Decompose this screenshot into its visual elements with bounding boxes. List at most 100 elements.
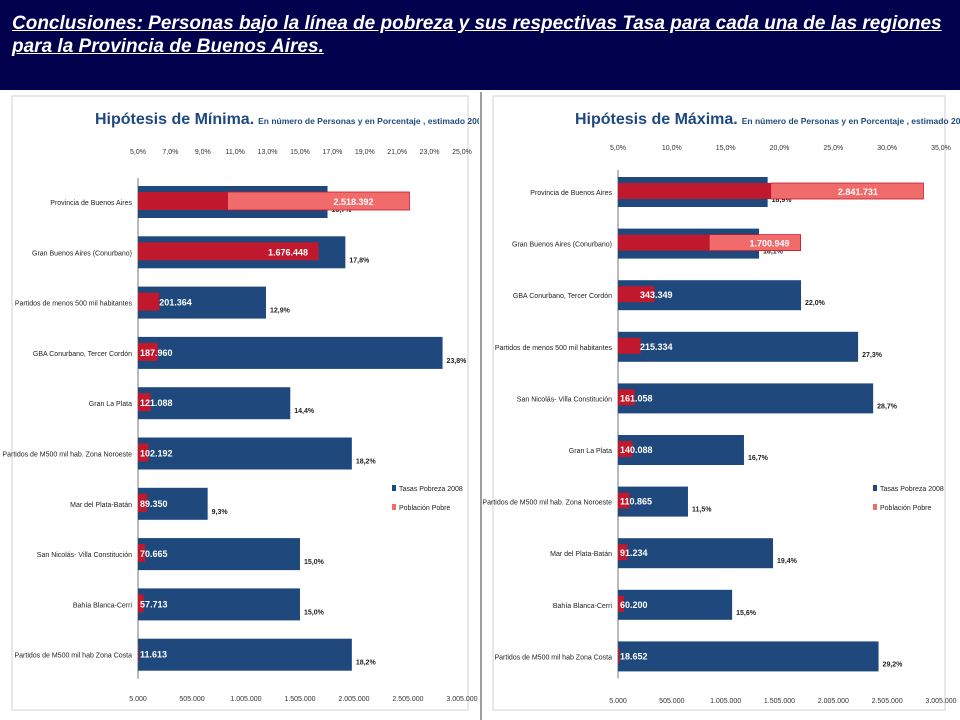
legend-label-people: Población Pobre	[399, 505, 450, 512]
people-data-label: 60.200	[620, 600, 648, 610]
people-bar	[618, 544, 628, 561]
legend-swatch-people	[392, 504, 396, 510]
rate-bar	[138, 437, 352, 470]
bottom-axis-tick-label: 2.005.000	[818, 698, 849, 705]
bottom-axis-tick-label: 5.000	[129, 696, 147, 703]
bottom-axis-tick-label: 1.505.000	[284, 696, 315, 703]
chart-title: Hipótesis de Máxima.	[575, 111, 738, 128]
category-label: Partidos de M500 mil hab Zona Costa	[494, 654, 612, 661]
rate-bar	[138, 638, 352, 671]
category-label: GBA Conurbano, Tercer Cordón	[513, 293, 612, 300]
people-bar	[138, 292, 160, 311]
people-data-label: 70.665	[140, 549, 168, 559]
top-axis-tick-label: 5,0%	[130, 149, 146, 156]
rate-data-label: 15,0%	[304, 559, 325, 566]
top-axis-tick-label: 30,0%	[877, 145, 897, 152]
bottom-axis-tick-label: 505.000	[179, 696, 204, 703]
category-label: Provincia de Buenos Aires	[50, 200, 132, 207]
rate-bar	[138, 538, 300, 571]
people-bar	[618, 441, 633, 457]
header-bar: Conclusiones: Personas bajo la línea de …	[0, 0, 960, 90]
category-label: Gran Buenos Aires (Conurbano)	[32, 250, 132, 257]
rate-data-label: 14,4%	[294, 408, 315, 415]
category-label: Partidos de menos 500 mil habitantes	[15, 301, 133, 308]
people-data-label: 2.518.392	[333, 197, 373, 207]
rate-data-label: 15,0%	[304, 609, 325, 616]
category-label: Partidos de M500 mil hab Zona Costa	[14, 653, 132, 660]
top-axis-tick-label: 19,0%	[355, 149, 375, 156]
people-bar	[618, 389, 635, 406]
category-label: Provincia de Buenos Aires	[530, 190, 612, 197]
rate-data-label: 18,2%	[356, 660, 377, 667]
people-data-label: 1.700.949	[749, 239, 789, 249]
bottom-axis-tick-label: 3.005.000	[446, 696, 477, 703]
rate-bar	[138, 387, 291, 420]
people-data-label: 121.088	[140, 398, 173, 408]
people-bar	[618, 647, 620, 664]
people-bar	[138, 393, 151, 412]
category-label: Partidos de M500 mil hab. Zona Noroeste	[483, 500, 612, 507]
category-label: Gran Buenos Aires (Conurbano)	[512, 242, 612, 249]
category-label: Gran La Plata	[89, 401, 132, 408]
top-axis-tick-label: 9,0%	[195, 149, 211, 156]
people-data-label: 110.865	[620, 497, 652, 507]
people-data-label: 2.841.731	[838, 187, 878, 197]
people-data-label: 201.364	[159, 298, 192, 308]
legend-label-rate: Tasas Pobreza 2008	[399, 486, 463, 493]
top-axis-tick-label: 25,0%	[823, 145, 843, 152]
top-axis-tick-label: 15,0%	[290, 149, 310, 156]
bottom-axis-tick-label: 2.505.000	[872, 698, 903, 705]
top-axis-tick-label: 11,0%	[226, 149, 245, 156]
category-label: Mar del Plata-Batán	[550, 551, 612, 558]
category-label: Bahía Blanca-Cerri	[553, 603, 613, 610]
legend-swatch-people	[873, 504, 877, 510]
people-bar	[618, 337, 641, 354]
people-bar	[618, 286, 655, 303]
people-data-label: 89.350	[140, 499, 168, 509]
people-data-label: 11.613	[140, 650, 167, 660]
people-bar	[138, 342, 158, 361]
top-axis-tick-label: 21,0%	[387, 149, 407, 156]
people-bar	[138, 594, 144, 613]
bottom-axis-tick-label: 5.000	[609, 698, 627, 705]
page-title: Conclusiones: Personas bajo la línea de …	[12, 13, 942, 57]
category-label: Partidos de M500 mil hab. Zona Noroeste	[2, 452, 132, 459]
top-axis-tick-label: 17,0%	[322, 149, 342, 156]
people-bar	[618, 492, 630, 509]
people-bar-overflow	[227, 191, 410, 211]
people-bar	[138, 544, 146, 563]
top-axis-tick-label: 23,0%	[420, 149, 440, 156]
top-axis-tick-label: 7,0%	[162, 149, 178, 156]
category-label: San Nicolás- Villa Constitución	[37, 552, 132, 559]
bottom-axis-tick-label: 1.505.000	[764, 698, 795, 705]
rate-data-label: 16,7%	[748, 455, 769, 462]
rate-data-label: 17,8%	[349, 257, 370, 264]
people-bar	[138, 493, 148, 512]
top-axis-tick-label: 25,0%	[452, 149, 472, 156]
bottom-axis-tick-label: 2.005.000	[338, 696, 369, 703]
people-bar	[618, 595, 624, 612]
rate-data-label: 27,3%	[862, 352, 883, 359]
chart-title: Hipótesis de Mínima.	[95, 111, 254, 128]
people-bar	[138, 242, 319, 261]
people-data-label: 18.652	[620, 651, 648, 661]
legend-label-rate: Tasas Pobreza 2008	[880, 486, 944, 493]
rate-data-label: 19,4%	[777, 558, 798, 565]
bottom-axis-tick-label: 2.505.000	[392, 696, 423, 703]
category-label: Mar del Plata-Batán	[70, 502, 132, 509]
rate-bar	[618, 383, 874, 414]
rate-data-label: 12,9%	[270, 308, 291, 315]
rate-data-label: 18,2%	[356, 459, 377, 466]
rate-data-label: 28,7%	[877, 403, 898, 410]
people-bar-overflow	[708, 234, 801, 252]
rate-bar	[618, 641, 879, 672]
rate-bar	[138, 336, 443, 369]
panel-divider	[480, 92, 482, 720]
chart-panel-maxima: Hipótesis de Máxima. En número de Persona…	[483, 92, 960, 718]
people-data-label: 102.192	[140, 449, 173, 459]
rate-bar	[138, 487, 208, 520]
rate-data-label: 18,9%	[772, 197, 793, 204]
people-data-label: 161.058	[620, 393, 653, 403]
top-axis-tick-label: 15,0%	[716, 145, 736, 152]
people-data-label: 1.676.448	[268, 247, 308, 257]
